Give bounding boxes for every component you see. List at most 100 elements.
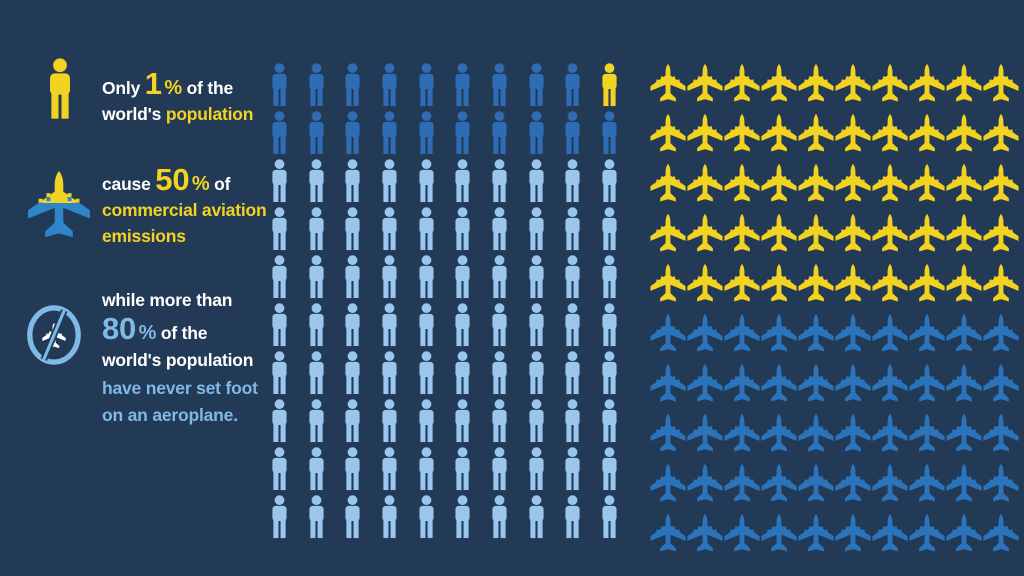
airplane-icon — [649, 461, 686, 511]
airplane-icon — [946, 361, 983, 411]
airplane-icon — [872, 311, 909, 361]
person-icon — [371, 447, 408, 495]
person-icon — [298, 207, 335, 255]
person-icon — [481, 447, 518, 495]
person-icon — [591, 159, 628, 207]
stat-highlight: population — [165, 104, 254, 124]
airplane-icon — [760, 161, 797, 211]
airplane-icon — [909, 461, 946, 511]
airplane-icon — [723, 161, 760, 211]
airplane-icon — [946, 261, 983, 311]
person-icon — [555, 351, 592, 399]
airplane-icon — [909, 311, 946, 361]
airplane-icon — [760, 461, 797, 511]
airplane-icon — [760, 511, 797, 561]
airplane-icon — [983, 161, 1020, 211]
airplane-icon — [649, 161, 686, 211]
stat-text-span: of the — [181, 78, 234, 98]
airplane-icon — [983, 361, 1020, 411]
percent-sign: % — [138, 321, 157, 344]
person-icon — [481, 351, 518, 399]
person-icon — [444, 111, 481, 159]
airplane-icon — [649, 411, 686, 461]
person-icon — [371, 207, 408, 255]
airplane-icon — [909, 411, 946, 461]
airplane-icon — [872, 411, 909, 461]
airplane-icon — [723, 261, 760, 311]
airplane-icon — [649, 61, 686, 111]
person-icon — [371, 399, 408, 447]
airplane-icon — [834, 311, 871, 361]
airplane-icon — [723, 511, 760, 561]
airplane-icon — [983, 211, 1020, 261]
person-icon — [298, 303, 335, 351]
person-icon — [408, 111, 445, 159]
airplane-icon — [834, 161, 871, 211]
person-icon — [298, 63, 335, 111]
airplane-icon — [983, 261, 1020, 311]
airplane-icon — [649, 261, 686, 311]
airplane-icon — [797, 361, 834, 411]
airplane-icon — [649, 211, 686, 261]
person-icon — [298, 111, 335, 159]
stat-line: world's population — [102, 101, 253, 127]
no-fly-icon — [25, 304, 83, 371]
person-icon — [444, 255, 481, 303]
stat-line: on an aeroplane. — [102, 402, 258, 430]
person-icon — [555, 399, 592, 447]
person-icon — [261, 399, 298, 447]
person-icon — [298, 351, 335, 399]
person-icon — [518, 159, 555, 207]
airplane-icon — [797, 261, 834, 311]
airplane-icon — [797, 461, 834, 511]
stat-big-number: 50 — [155, 162, 190, 197]
person-icon — [371, 303, 408, 351]
airplane-icon — [686, 511, 723, 561]
stat-text-span: of — [209, 174, 231, 194]
stat-text-span: Only — [102, 78, 145, 98]
airplane-icon — [983, 61, 1020, 111]
person-icon — [518, 255, 555, 303]
stat-highlight: have never set foot — [102, 377, 258, 398]
person-icon — [261, 447, 298, 495]
airplane-icon — [797, 311, 834, 361]
stat-line: emissions — [102, 223, 266, 249]
person-icon — [591, 351, 628, 399]
person-icon — [481, 111, 518, 159]
stat-emissions-50pct: cause 50% of commercial aviation emissio… — [102, 164, 267, 249]
airplane-icon — [834, 511, 871, 561]
airplane-icon — [797, 61, 834, 111]
person-icon — [518, 111, 555, 159]
airplane-icon — [872, 61, 909, 111]
airplane-icon — [723, 311, 760, 361]
person-icon — [408, 351, 445, 399]
stat-highlight: on an aeroplane. — [102, 405, 238, 425]
airplane-icon — [909, 111, 946, 161]
airplane-icon — [983, 461, 1020, 511]
airplane-icon — [686, 311, 723, 361]
planes-pictogram-grid — [649, 61, 1020, 561]
person-icon — [555, 255, 592, 303]
person-icon — [334, 447, 371, 495]
airplane-icon — [834, 261, 871, 311]
person-icon — [555, 207, 592, 255]
stat-line: have never set foot — [102, 375, 258, 403]
airplane-icon — [797, 111, 834, 161]
person-icon — [518, 351, 555, 399]
person-icon — [518, 447, 555, 495]
airplane-icon — [909, 211, 946, 261]
person-icon — [261, 111, 298, 159]
person-icon — [591, 399, 628, 447]
person-icon — [444, 351, 481, 399]
person-icon — [444, 63, 481, 111]
person-icon — [555, 303, 592, 351]
airplane-icon — [983, 411, 1020, 461]
person-icon — [518, 303, 555, 351]
person-icon — [298, 399, 335, 447]
person-icon — [371, 495, 408, 543]
person-icon — [261, 159, 298, 207]
airplane-icon — [797, 411, 834, 461]
person-icon — [408, 255, 445, 303]
airplane-icon — [686, 111, 723, 161]
